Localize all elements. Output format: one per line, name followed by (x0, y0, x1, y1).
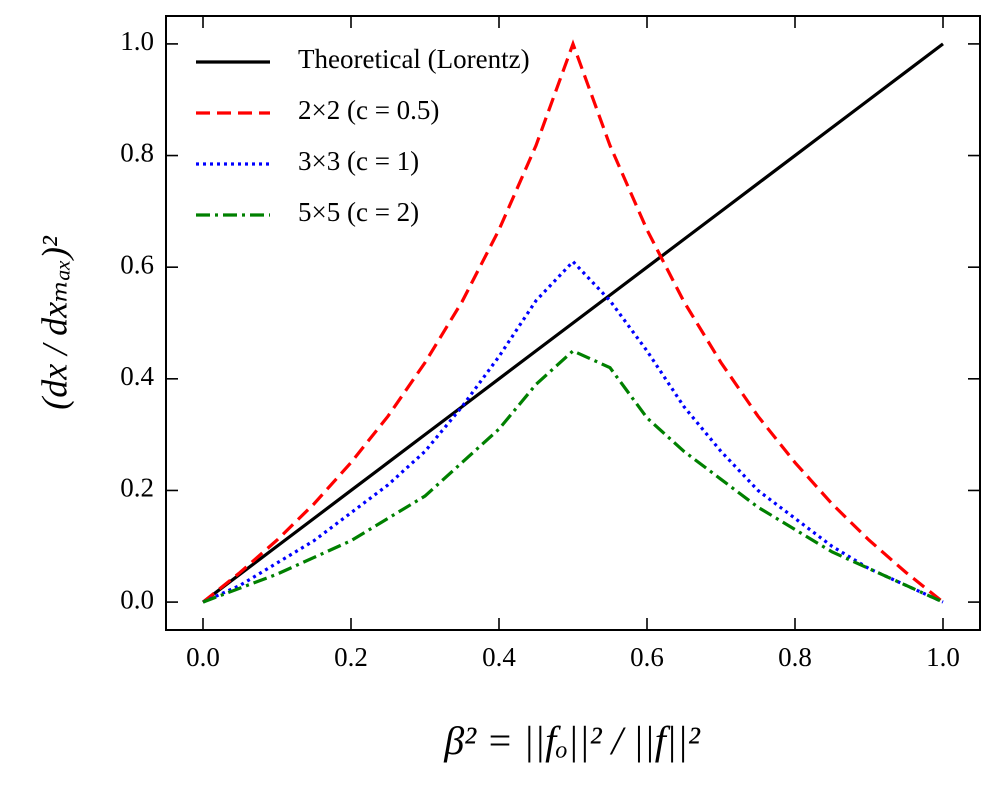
y-tick-label: 1.0 (120, 26, 154, 56)
series-line (202, 349, 944, 604)
x-tick-label: 0.8 (778, 642, 812, 672)
series-line (202, 42, 944, 604)
y-tick-label: 0.4 (120, 361, 154, 391)
x-tick-label: 0.2 (334, 642, 368, 672)
x-tick-label: 1.0 (926, 642, 960, 672)
plot-frame (165, 15, 981, 631)
x-tick-label: 0.6 (630, 642, 664, 672)
legend-label: Theoretical (Lorentz) (298, 44, 530, 74)
y-tick-label: 0.6 (120, 249, 154, 279)
y-tick-label: 0.8 (120, 138, 154, 168)
legend-label: 3×3 (c = 1) (298, 146, 419, 176)
series-line (202, 39, 944, 604)
x-tick-label: 0.0 (186, 642, 220, 672)
y-axis-label: (dx / dxₘₐₓ)² (34, 235, 74, 410)
x-axis-label: β² = ||fₒ||² / ||f||² (443, 718, 701, 763)
series-line (202, 259, 944, 604)
x-tick-label: 0.4 (482, 642, 516, 672)
legend-label: 2×2 (c = 0.5) (298, 95, 439, 125)
y-tick-label: 0.2 (120, 473, 154, 503)
legend-label: 5×5 (c = 2) (298, 197, 419, 227)
y-tick-label: 0.0 (120, 584, 154, 614)
